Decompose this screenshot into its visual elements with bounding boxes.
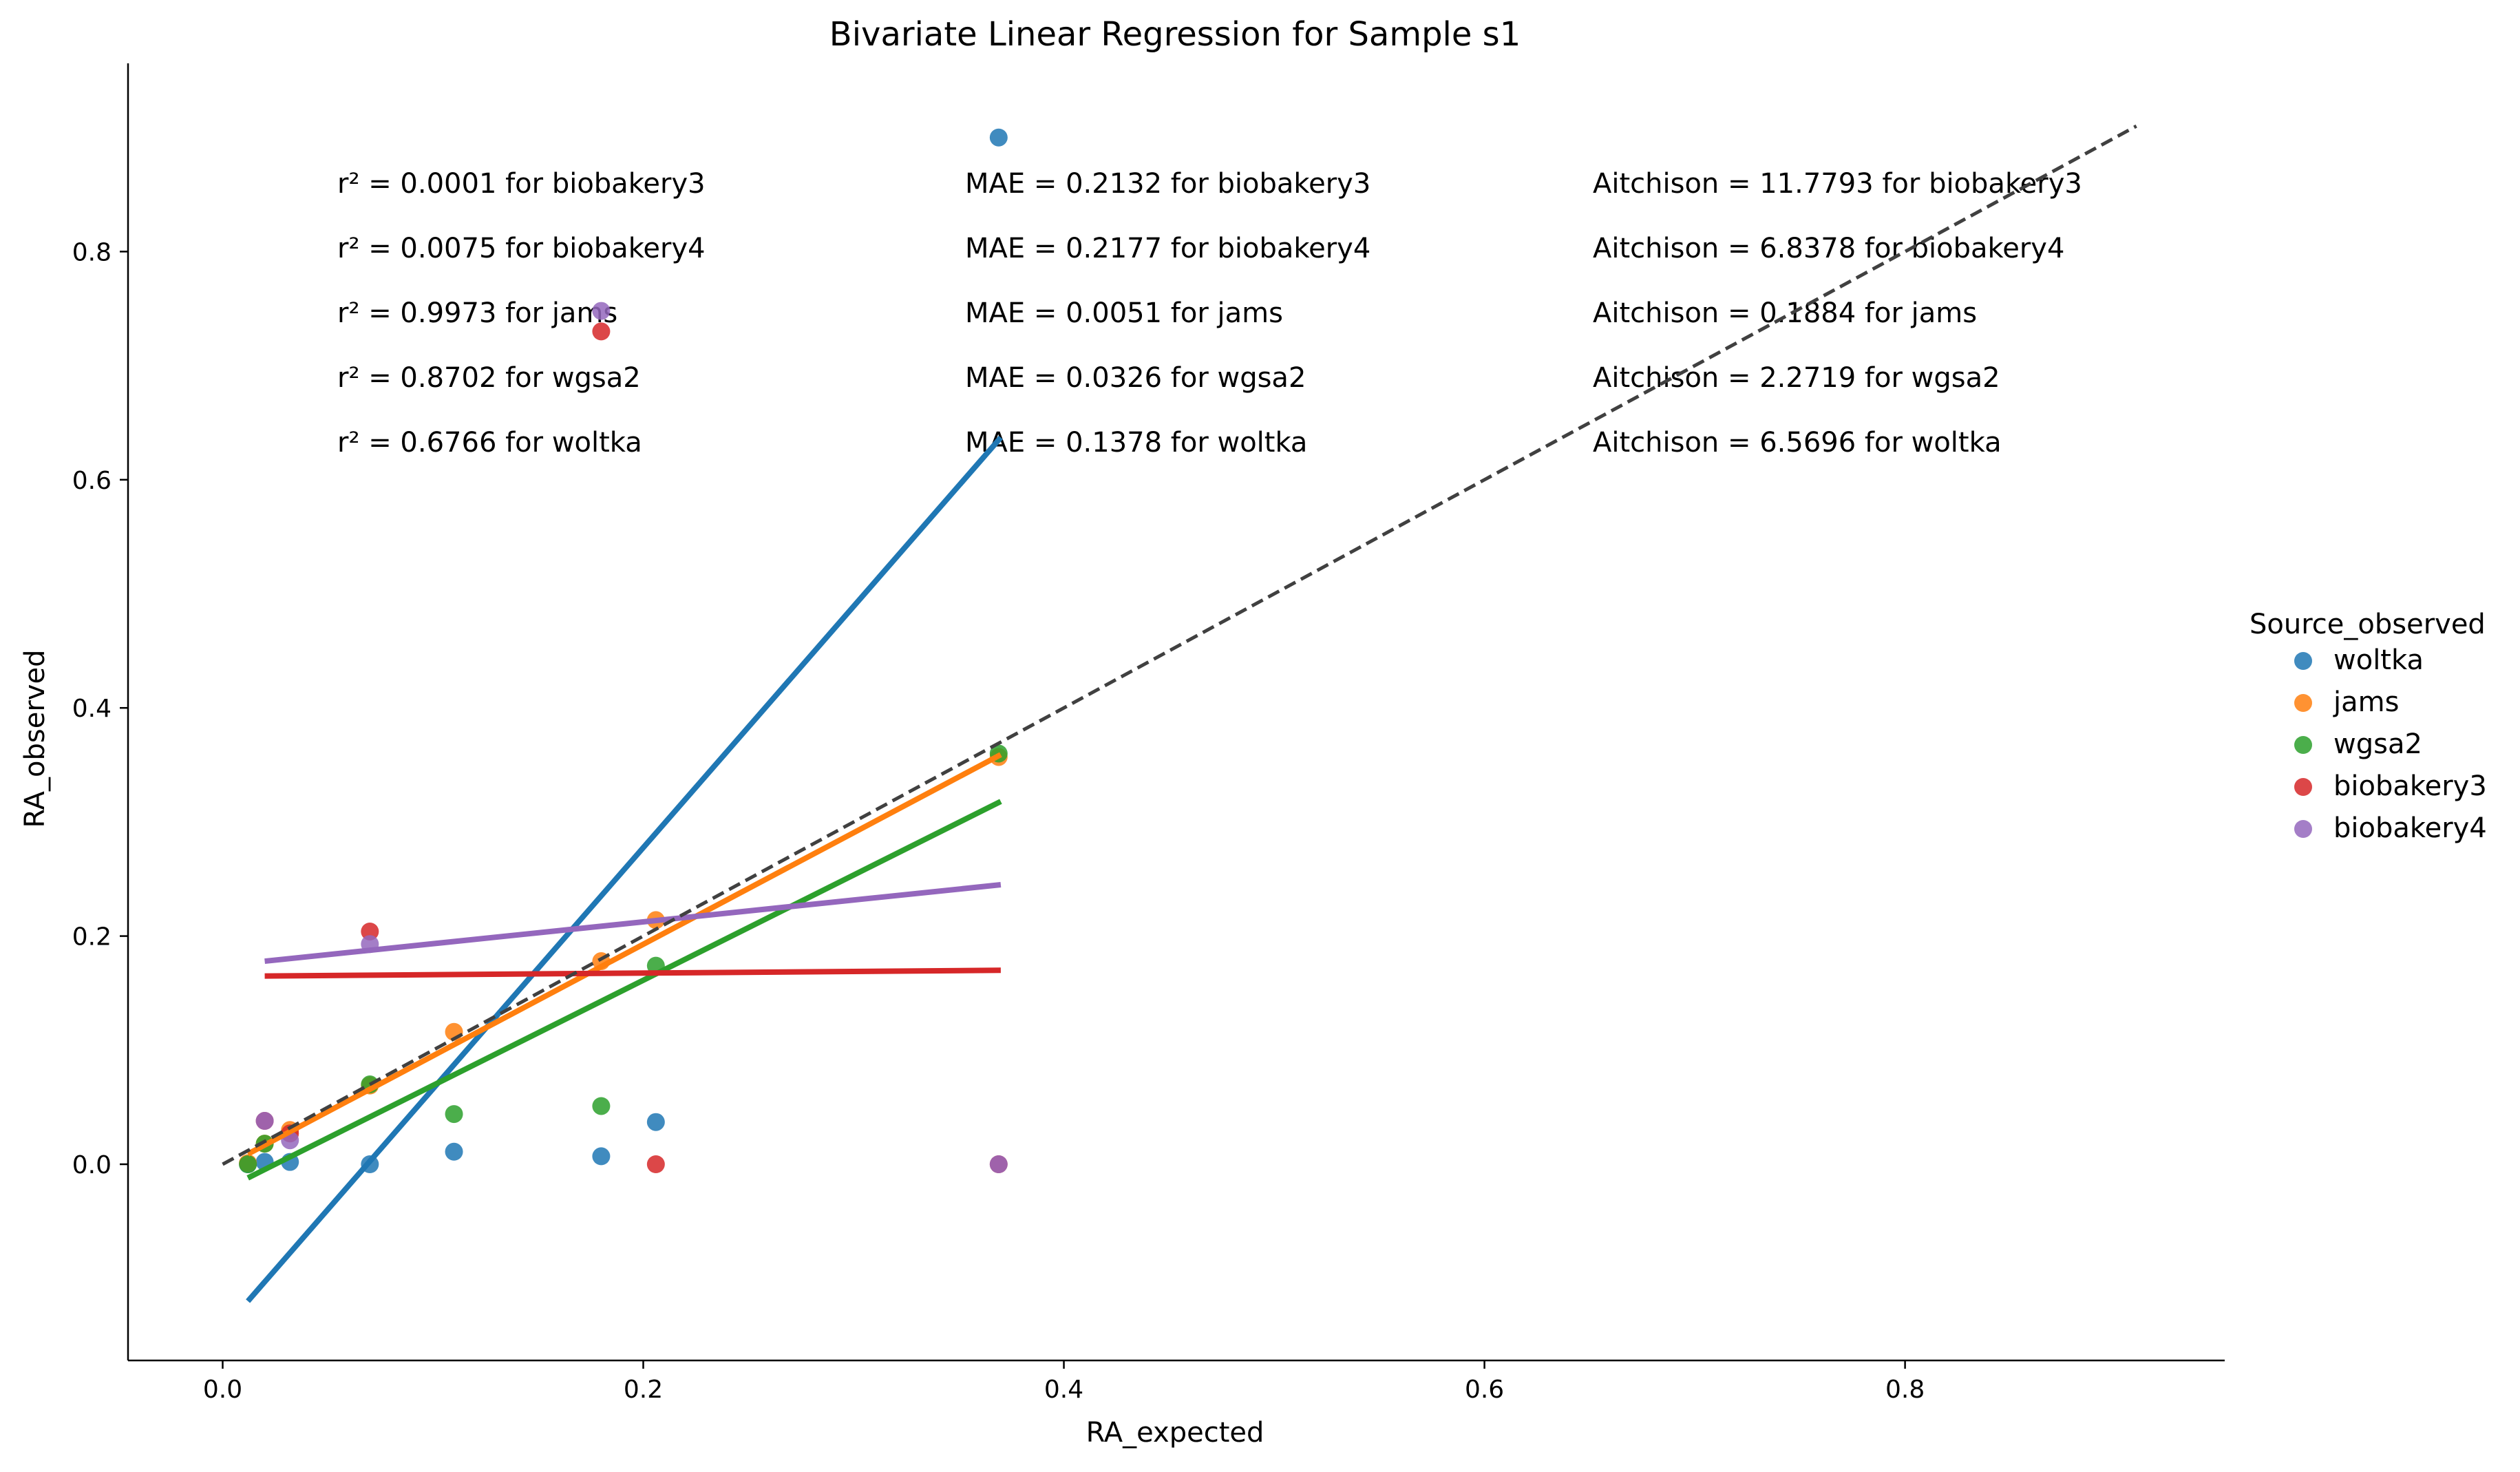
chart-title: Bivariate Linear Regression for Sample s… [829,15,1521,54]
annotation-mae: MAE = 0.2132 for biobakery3 [965,168,1370,200]
legend-label-jams: jams [2333,686,2399,718]
y-tick-label: 0.2 [72,923,112,951]
legend-label-biobakery4: biobakery4 [2333,812,2487,844]
point-wgsa2 [445,1105,463,1124]
x-tick-label: 0.0 [203,1376,242,1404]
annotation-r2: r² = 0.0001 for biobakery3 [337,168,706,200]
y-tick-label: 0.6 [72,467,112,495]
y-axis-label: RA_observed [19,650,51,828]
legend-marker-jams [2294,694,2312,712]
annotation-aitchison: Aitchison = 2.2719 for wgsa2 [1593,362,2000,394]
point-biobakery4 [989,1155,1008,1173]
point-woltka [646,1113,665,1131]
point-woltka [592,1147,611,1166]
x-tick-label: 0.6 [1465,1376,1504,1404]
annotation-mae: MAE = 0.1378 for woltka [965,427,1307,459]
point-biobakery4 [592,302,611,320]
x-axis-label: RA_expected [1086,1417,1264,1449]
x-tick-label: 0.8 [1885,1376,1925,1404]
legend-label-biobakery3: biobakery3 [2333,770,2487,802]
point-biobakery3 [646,1155,665,1173]
point-woltka [989,128,1008,147]
x-tick-label: 0.2 [624,1376,663,1404]
point-biobakery3 [361,922,379,940]
legend-label-wgsa2: wgsa2 [2333,728,2422,760]
legend-marker-biobakery3 [2294,778,2312,796]
regression-line-woltka [246,435,1003,1303]
annotation-r2: r² = 0.9973 for jams [337,297,617,329]
regression-line-biobakery4 [264,882,1002,965]
identity-line [222,124,2137,1166]
x-tick-label: 0.4 [1044,1376,1083,1404]
annotation-aitchison: Aitchison = 6.8378 for biobakery4 [1593,233,2064,264]
point-woltka [445,1142,463,1161]
legend-marker-woltka [2294,652,2312,670]
point-wgsa2 [592,1097,611,1115]
annotation-mae: MAE = 0.2177 for biobakery4 [965,233,1370,264]
legend-title: Source_observed [2249,609,2486,640]
y-tick-label: 0.0 [72,1151,112,1179]
annotation-aitchison: Aitchison = 11.7793 for biobakery3 [1593,168,2082,200]
annotation-mae: MAE = 0.0326 for wgsa2 [965,362,1306,394]
regression-line-jams [246,752,1002,1157]
regression-line-wgsa2 [246,799,1002,1181]
point-wgsa2 [239,1155,257,1173]
legend-marker-wgsa2 [2294,736,2312,754]
point-biobakery4 [255,1112,274,1131]
y-tick-label: 0.8 [72,238,112,266]
regression-line-biobakery3 [264,967,1001,979]
point-biobakery3 [592,322,611,341]
annotation-mae: MAE = 0.0051 for jams [965,297,1283,329]
annotation-r2: r² = 0.6766 for woltka [337,427,642,459]
y-tick-label: 0.4 [72,695,112,723]
legend-label-woltka: woltka [2333,644,2424,676]
annotation-aitchison: Aitchison = 6.5696 for woltka [1593,427,2002,459]
annotation-r2: r² = 0.8702 for wgsa2 [337,362,641,394]
legend-marker-biobakery4 [2294,820,2312,838]
annotation-r2: r² = 0.0075 for biobakery4 [337,233,706,264]
annotation-aitchison: Aitchison = 0.1884 for jams [1593,297,1977,329]
